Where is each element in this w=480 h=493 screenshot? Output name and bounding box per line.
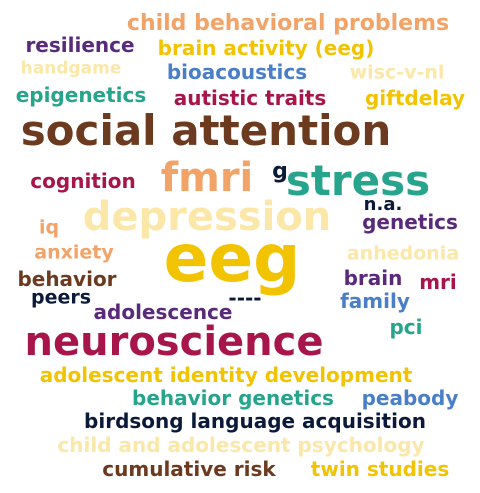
word-handgame: handgame <box>20 58 122 79</box>
word-cognition: cognition <box>30 169 136 193</box>
word-social-attention: social attention <box>20 106 392 155</box>
word-behavior: behavior <box>17 267 117 291</box>
word-child-and-adolescent-psychology: child and adolescent psychology <box>57 433 425 457</box>
word-anhedonia: anhedonia <box>346 242 460 265</box>
word-wisc-v-nl: wisc-v-nl <box>349 61 445 84</box>
word-eeg: eeg <box>163 220 301 297</box>
word-epigenetics: epigenetics <box>15 83 147 107</box>
word-genetics: genetics <box>362 210 458 234</box>
word-g: g <box>272 159 288 184</box>
word-behavior-genetics: behavior genetics <box>132 386 334 410</box>
word-giftdelay: giftdelay <box>364 86 466 110</box>
word-resilience: resilience <box>25 33 135 57</box>
word-autistic-traits: autistic traits <box>173 86 327 110</box>
word-bioacoustics: bioacoustics <box>166 60 308 84</box>
word-peabody: peabody <box>361 386 459 410</box>
word-child-behavioral-problems: child behavioral problems <box>126 11 450 36</box>
word-peers: peers <box>30 286 92 309</box>
word-twin-studies: twin studies <box>310 457 450 481</box>
word-dashes: ---- <box>228 286 262 310</box>
word-mri: mri <box>419 270 457 294</box>
word-pci: pci <box>389 315 423 339</box>
word-iq: iq <box>38 216 60 239</box>
word-depression: depression <box>82 194 332 240</box>
word-fmri: fmri <box>160 155 254 201</box>
word-na: n.a. <box>363 194 403 215</box>
word-neuroscience: neuroscience <box>24 319 324 365</box>
word-adolescence: adolescence <box>93 300 233 324</box>
word-family: family <box>340 289 410 313</box>
word-birdsong-language-acquisition: birdsong language acquisition <box>84 409 426 433</box>
word-brain: brain <box>343 266 403 290</box>
word-brain-activity-eeg: brain activity (eeg) <box>157 36 375 60</box>
word-stress: stress <box>285 156 431 205</box>
word-cumulative-risk: cumulative risk <box>102 457 276 481</box>
word-anxiety: anxiety <box>34 241 114 264</box>
word-adolescent-identity-development: adolescent identity development <box>39 363 413 387</box>
